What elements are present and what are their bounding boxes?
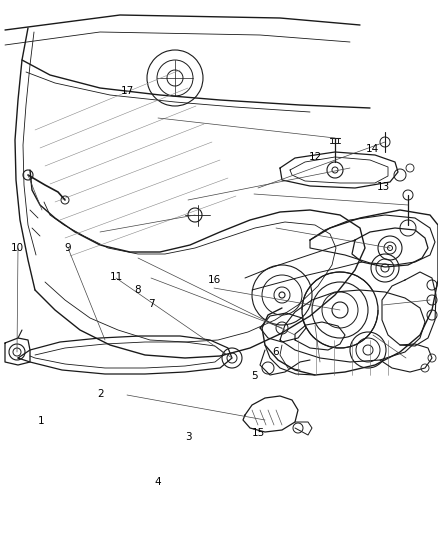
Text: 8: 8 <box>134 286 141 295</box>
Text: 7: 7 <box>148 299 155 309</box>
Text: 3: 3 <box>185 432 192 442</box>
Text: 4: 4 <box>154 478 161 487</box>
Text: 5: 5 <box>251 371 258 381</box>
Text: 12: 12 <box>309 152 322 162</box>
Text: 6: 6 <box>272 347 279 357</box>
Text: 11: 11 <box>110 272 123 282</box>
Text: 16: 16 <box>208 275 221 285</box>
Text: 13: 13 <box>377 182 390 191</box>
Text: 17: 17 <box>120 86 134 95</box>
Text: 9: 9 <box>64 243 71 253</box>
Text: 2: 2 <box>97 390 104 399</box>
Text: 1: 1 <box>38 416 45 426</box>
Text: 10: 10 <box>11 243 24 253</box>
Text: 14: 14 <box>366 144 379 154</box>
Text: 15: 15 <box>252 428 265 438</box>
